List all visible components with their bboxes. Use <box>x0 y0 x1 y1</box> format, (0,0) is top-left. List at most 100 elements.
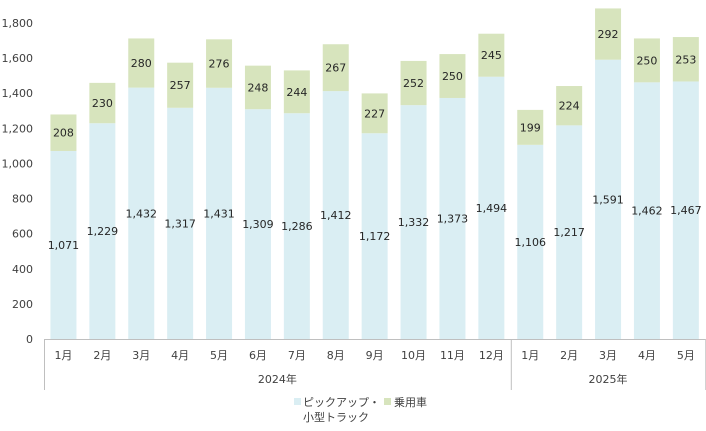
y-tick-label: 1,200 <box>2 122 34 135</box>
x-tick-label: 1月 <box>54 349 72 362</box>
data-label-pickup: 1,431 <box>203 207 235 220</box>
y-tick-label: 0 <box>26 333 33 346</box>
data-label-passenger: 199 <box>520 121 541 134</box>
x-tick-label: 6月 <box>249 349 267 362</box>
bar-segment-pickup <box>633 82 660 340</box>
y-tick-label: 600 <box>12 228 33 241</box>
data-label-passenger: 292 <box>598 28 619 41</box>
bar-segment-passenger <box>633 38 660 83</box>
bar-segment-passenger <box>244 65 271 110</box>
data-label-passenger: 208 <box>53 127 74 140</box>
bar-segment-passenger <box>478 33 505 77</box>
x-tick-label: 3月 <box>132 349 150 362</box>
data-label-passenger: 224 <box>559 100 580 113</box>
data-label-pickup: 1,412 <box>320 209 352 222</box>
x-tick-label: 2月 <box>560 349 578 362</box>
bar-segment-passenger <box>89 82 116 124</box>
data-label-pickup: 1,462 <box>631 205 663 218</box>
data-label-passenger: 276 <box>209 58 230 71</box>
data-label-passenger: 248 <box>247 81 268 94</box>
bar-segment-pickup <box>517 144 544 339</box>
legend-label-pickup: ピックアップ・ <box>303 396 380 409</box>
data-label-pickup: 1,317 <box>164 217 196 230</box>
y-tick-label: 1,000 <box>2 157 34 170</box>
data-label-passenger: 250 <box>636 54 657 67</box>
bar-segment-pickup <box>167 107 194 339</box>
y-tick-label: 200 <box>12 298 33 311</box>
data-label-pickup: 1,229 <box>87 225 119 238</box>
x-tick-label: 4月 <box>638 349 656 362</box>
bar-segment-passenger <box>672 37 699 82</box>
x-tick-label: 5月 <box>210 349 228 362</box>
x-tick-label: 8月 <box>327 349 345 362</box>
data-label-passenger: 252 <box>403 77 424 90</box>
bar-segment-passenger <box>50 114 77 151</box>
data-label-pickup: 1,309 <box>242 218 274 231</box>
x-tick-label: 11月 <box>440 349 465 362</box>
legend-label-pickup: 小型トラック <box>303 410 369 424</box>
x-tick-label: 9月 <box>366 349 384 362</box>
x-tick-label: 2月 <box>93 349 111 362</box>
bar-segment-pickup <box>322 91 349 339</box>
data-label-pickup: 1,494 <box>476 202 508 215</box>
bar-segment-passenger <box>283 70 310 114</box>
data-label-passenger: 280 <box>131 57 152 70</box>
bar-segment-passenger <box>400 60 427 106</box>
bar-segment-pickup <box>128 87 155 339</box>
y-tick-label: 400 <box>12 263 33 276</box>
x-tick-label: 10月 <box>401 349 426 362</box>
bar-segment-passenger <box>556 86 583 126</box>
data-label-passenger: 230 <box>92 97 113 110</box>
bar-segment-pickup <box>556 125 583 339</box>
data-label-pickup: 1,332 <box>398 216 430 229</box>
legend-swatch-passenger <box>384 398 391 405</box>
data-label-passenger: 245 <box>481 49 502 62</box>
bar-segment-pickup <box>478 76 505 339</box>
bar-segment-passenger <box>595 8 622 60</box>
x-group-label: 2024年 <box>258 372 297 386</box>
bar-segment-passenger <box>439 54 466 98</box>
y-tick-label: 1,400 <box>2 87 34 100</box>
bar-segment-pickup <box>672 81 699 340</box>
bar-segment-passenger <box>206 39 233 88</box>
data-label-pickup: 1,432 <box>126 207 158 220</box>
bar-segment-passenger <box>517 109 544 145</box>
x-tick-label: 4月 <box>171 349 189 362</box>
bar-segment-passenger <box>128 38 155 88</box>
bar-segment-pickup <box>361 133 388 339</box>
y-tick-label: 800 <box>12 193 33 206</box>
bar-segment-passenger <box>167 62 194 108</box>
legend-label-passenger: 乗用車 <box>394 395 427 409</box>
data-label-pickup: 1,217 <box>553 226 585 239</box>
data-label-pickup: 1,373 <box>437 212 469 225</box>
bar-segment-pickup <box>400 105 427 339</box>
data-label-passenger: 257 <box>170 79 191 92</box>
data-label-passenger: 227 <box>364 107 385 120</box>
data-label-pickup: 1,071 <box>48 239 80 252</box>
x-group-label: 2025年 <box>589 372 628 386</box>
bar-segment-pickup <box>50 150 77 339</box>
data-label-pickup: 1,286 <box>281 220 313 233</box>
bar-segment-pickup <box>89 123 116 340</box>
x-tick-label: 5月 <box>677 349 695 362</box>
bar-segment-pickup <box>206 87 233 339</box>
bar-segment-passenger <box>361 93 388 134</box>
data-label-pickup: 1,106 <box>515 236 547 249</box>
bar-segment-pickup <box>595 59 622 340</box>
data-label-passenger: 244 <box>286 86 307 99</box>
bar-segment-pickup <box>283 113 310 339</box>
y-tick-label: 1,800 <box>2 17 34 30</box>
data-label-pickup: 1,591 <box>592 193 624 206</box>
data-label-passenger: 250 <box>442 70 463 83</box>
data-label-pickup: 1,467 <box>670 204 702 217</box>
y-tick-label: 1,600 <box>2 52 34 65</box>
data-label-passenger: 267 <box>325 62 346 75</box>
bar-segment-passenger <box>322 44 349 92</box>
x-tick-label: 3月 <box>599 349 617 362</box>
bar-segment-pickup <box>244 109 271 339</box>
data-label-passenger: 253 <box>675 53 696 66</box>
bar-segment-pickup <box>439 97 466 339</box>
x-tick-label: 12月 <box>479 349 504 362</box>
legend-swatch-pickup <box>294 398 301 405</box>
